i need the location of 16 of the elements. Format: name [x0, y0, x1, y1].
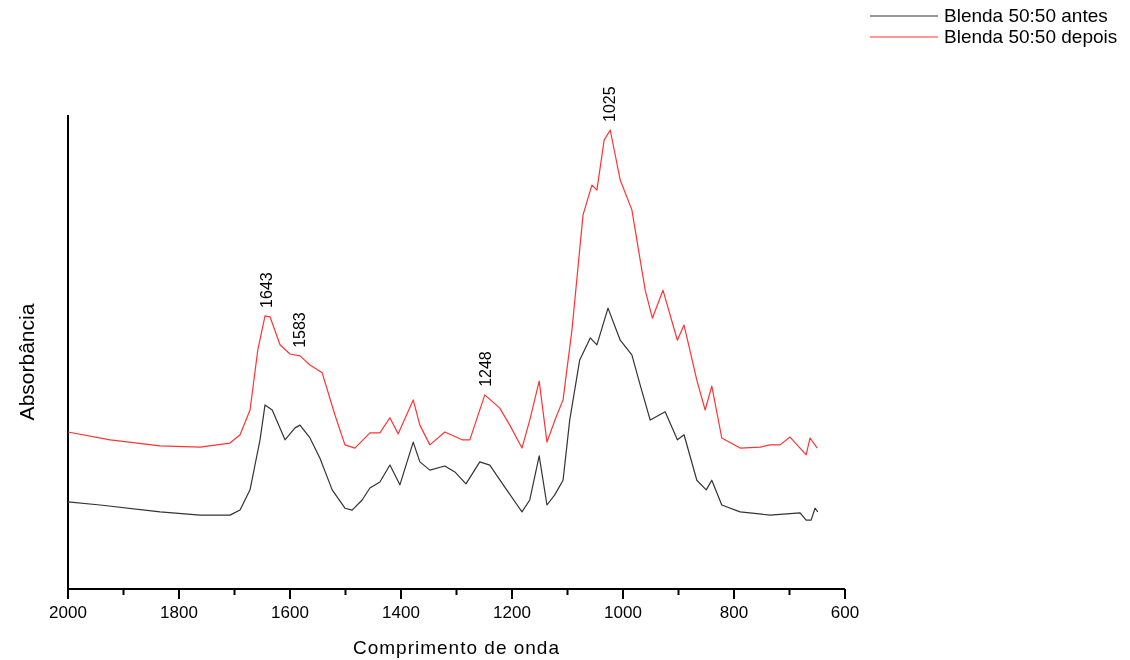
x-tick-label: 1000: [604, 603, 642, 622]
legend-label: Blenda 50:50 antes: [944, 5, 1108, 26]
x-axis-title: Comprimento de onda: [353, 637, 560, 658]
y-axis-title: Absorbância: [15, 303, 38, 421]
x-tick-label: 600: [830, 603, 860, 622]
legend-label: Blenda 50:50 depois: [944, 26, 1118, 47]
annotation: 1248: [477, 351, 495, 387]
x-tick-label: 1400: [382, 603, 420, 622]
x-tick-label: 1800: [160, 603, 198, 622]
annotation: 1583: [291, 312, 309, 348]
x-tick-label: 1200: [493, 603, 531, 622]
annotation: 1025: [601, 86, 619, 122]
x-tick-label: 2000: [49, 603, 87, 622]
x-tick-label: 800: [719, 603, 749, 622]
x-tick-label: 1600: [271, 603, 309, 622]
annotation: 1643: [258, 272, 276, 308]
